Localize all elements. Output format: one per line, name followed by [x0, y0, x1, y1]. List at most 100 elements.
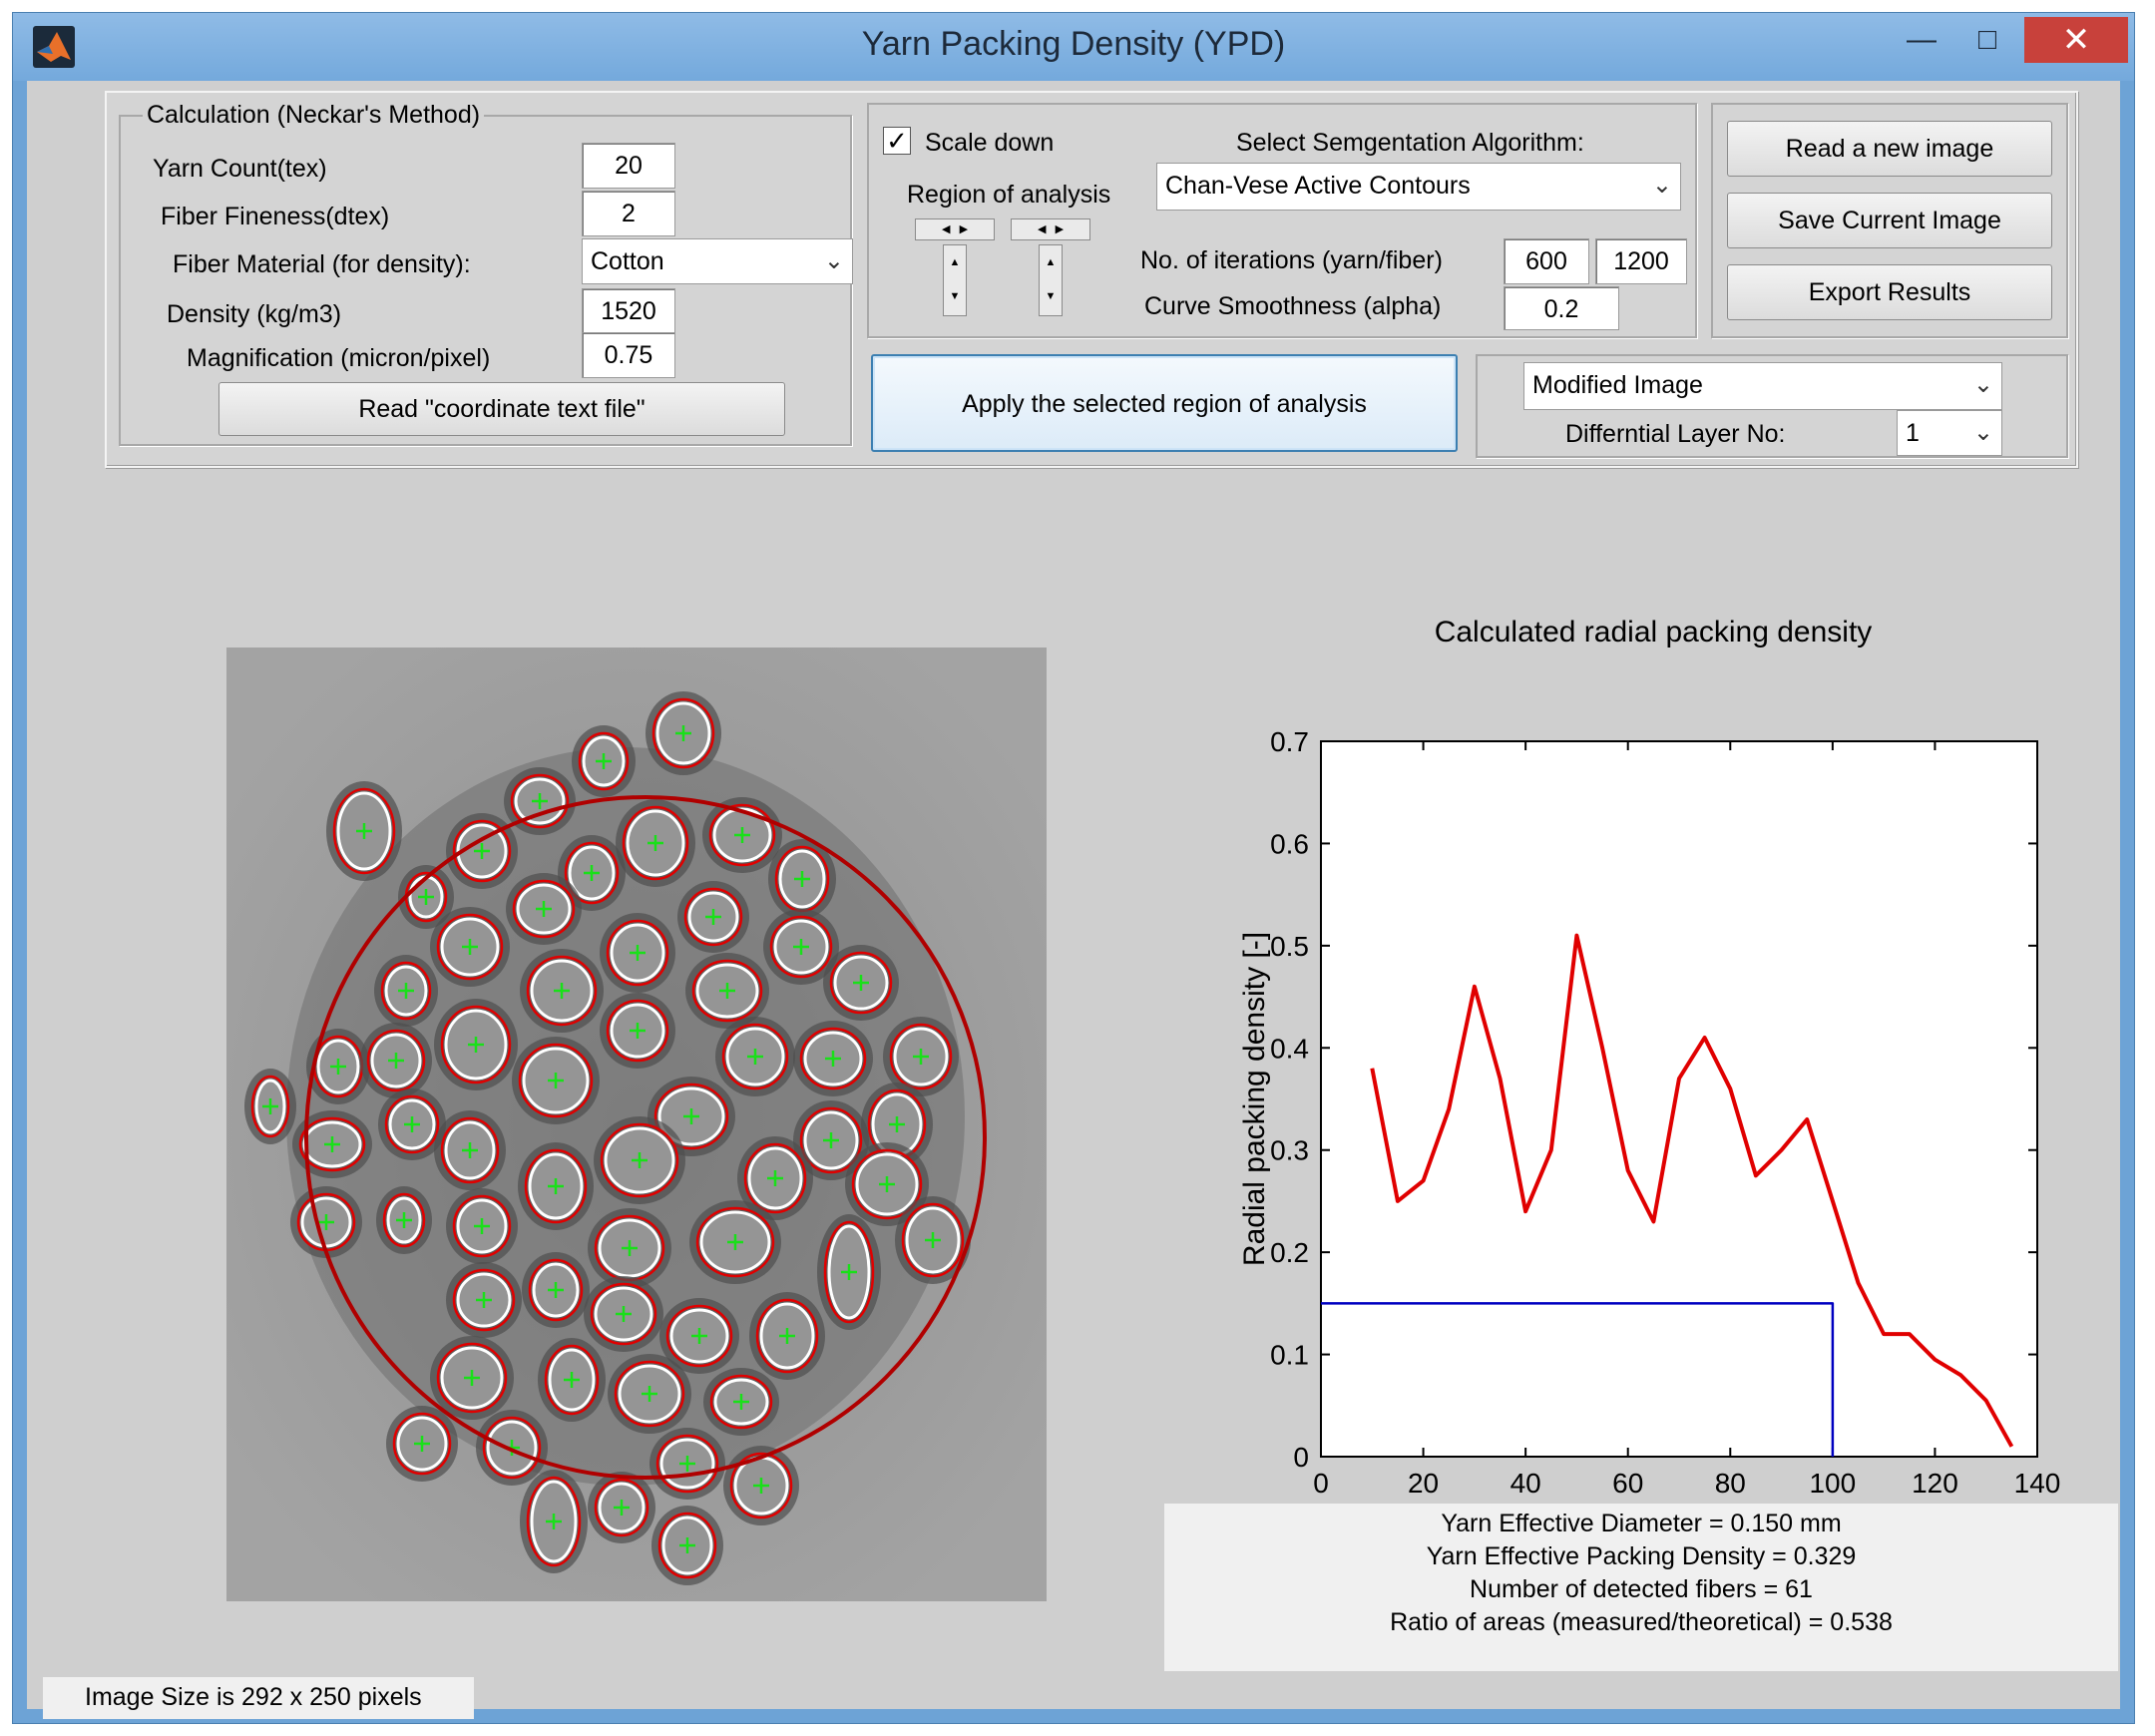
fiber-contour: [594, 1478, 649, 1537]
result-fiber-count: Number of detected fibers = 61: [1470, 1575, 1813, 1603]
smoothness-field[interactable]: 0.2: [1504, 286, 1619, 330]
maximize-button[interactable]: □: [1977, 23, 1997, 56]
y-tick-label: 0: [1293, 1442, 1309, 1473]
fiber-center-marker: [356, 823, 372, 839]
fiber-center-marker: [691, 1328, 707, 1344]
fiber-contour: [452, 819, 512, 883]
fiber-contour: [683, 887, 743, 947]
save-current-image-button[interactable]: Save Current Image: [1727, 193, 2052, 248]
read-coordinate-file-button[interactable]: Read "coordinate text file": [218, 382, 785, 436]
app-window: Yarn Packing Density (YPD) — □ ✕ Calcula…: [12, 12, 2135, 1724]
fiber-center-marker: [596, 753, 612, 769]
chart-plot-area: [1320, 740, 2038, 1458]
fiber-center-marker: [779, 1328, 795, 1344]
read-new-image-button[interactable]: Read a new image: [1727, 121, 2052, 177]
fiber-contour: [851, 1148, 923, 1220]
fiber-contour: [440, 1116, 500, 1184]
fiber-material-select[interactable]: Cotton ⌄: [582, 238, 853, 284]
export-results-button[interactable]: Export Results: [1727, 264, 2052, 320]
fiber-center-marker: [546, 1514, 562, 1529]
fiber-contour: [655, 1434, 719, 1494]
image-size-status: Image Size is 292 x 250 pixels: [43, 1677, 474, 1719]
algorithm-select[interactable]: Chan-Vese Active Contours ⌄: [1156, 163, 1681, 211]
magnification-field[interactable]: 0.75: [582, 332, 675, 378]
yarn-count-label: Yarn Count(tex): [153, 155, 327, 183]
region-vertical-slider-1[interactable]: ▲ ▼: [943, 244, 967, 316]
fiber-center-marker: [630, 945, 646, 961]
control-panel: Calculation (Neckar's Method) Yarn Count…: [105, 91, 2078, 468]
apply-region-button[interactable]: Apply the selected region of analysis: [871, 354, 1458, 452]
density-series-line: [1370, 933, 2014, 1448]
fiber-center-marker: [464, 1370, 480, 1386]
fiber-contour: [889, 1023, 953, 1090]
fiber-contour: [384, 1094, 440, 1154]
result-diameter: Yarn Effective Diameter = 0.150 mm: [1441, 1510, 1842, 1537]
fiber-contour: [600, 1122, 679, 1198]
x-tick-label: 100: [1809, 1468, 1856, 1499]
scale-down-checkbox[interactable]: ✓: [883, 127, 911, 155]
fiber-center-marker: [734, 827, 750, 843]
iterations-yarn-field[interactable]: 600: [1504, 238, 1589, 284]
fiber-center-marker: [398, 983, 414, 999]
fiber-contour: [691, 959, 763, 1023]
iterations-fiber-field[interactable]: 1200: [1595, 238, 1687, 284]
density-field[interactable]: 1520: [582, 288, 675, 334]
yarn-cross-section-image[interactable]: [226, 648, 1047, 1601]
fiber-center-marker: [705, 909, 721, 925]
fiber-center-marker: [683, 1108, 699, 1124]
fiber-contour: [651, 697, 715, 769]
region-of-analysis-label: Region of analysis: [907, 181, 1111, 209]
fiber-contour: [653, 1083, 729, 1150]
layer-select[interactable]: 1 ⌄: [1897, 410, 2002, 456]
x-tick-label: 140: [2014, 1468, 2061, 1499]
fiber-contour: [392, 1412, 452, 1476]
fiber-center-marker: [474, 1218, 490, 1234]
fiber-center-marker: [632, 1152, 647, 1168]
fiber-contour: [366, 1029, 426, 1092]
fiber-center-marker: [476, 1292, 492, 1308]
fiber-center-marker: [794, 871, 810, 887]
minimize-button[interactable]: —: [1907, 23, 1937, 56]
fiber-center-marker: [548, 1282, 564, 1298]
scale-down-label: Scale down: [925, 129, 1055, 157]
x-tick-label: 20: [1408, 1468, 1439, 1499]
algorithm-value: Chan-Vese Active Contours: [1165, 172, 1471, 200]
result-area-ratio: Ratio of areas (measured/theoretical) = …: [1390, 1608, 1893, 1636]
density-label: Density (kg/m3): [167, 300, 342, 328]
fiber-contour: [578, 731, 630, 791]
fiber-contour: [755, 1298, 819, 1374]
chevron-down-icon: ⌄: [1972, 371, 1993, 398]
region-horizontal-slider-2[interactable]: ◀ ▶: [1011, 218, 1090, 240]
fiber-center-marker: [853, 975, 869, 991]
fiber-center-marker: [262, 1098, 278, 1114]
title-bar: Yarn Packing Density (YPD) — □ ✕: [13, 13, 2134, 81]
close-button[interactable]: ✕: [2024, 17, 2128, 63]
fiber-contour: [829, 951, 893, 1015]
region-vertical-slider-2[interactable]: ▲ ▼: [1039, 244, 1063, 316]
region-horizontal-slider-1[interactable]: ◀ ▶: [915, 218, 995, 240]
effective-diameter-line: [1321, 1302, 1835, 1457]
fiber-center-marker: [753, 1478, 769, 1494]
fiber-center-marker: [614, 1500, 630, 1516]
fiber-center-marker: [622, 1240, 638, 1256]
fiber-contour: [695, 1206, 775, 1278]
fiber-center-marker: [462, 1142, 478, 1158]
fiber-contour: [901, 1202, 965, 1278]
fiber-fineness-field[interactable]: 2: [582, 191, 675, 236]
fiber-center-marker: [889, 1116, 905, 1132]
image-mode-select[interactable]: Modified Image ⌄: [1523, 362, 2002, 410]
fiber-center-marker: [318, 1214, 334, 1230]
fiber-center-marker: [793, 939, 809, 955]
fiber-contour: [526, 955, 598, 1027]
figure-area: Calculation (Neckar's Method) Yarn Count…: [27, 81, 2120, 1719]
fiber-center-marker: [733, 1394, 749, 1410]
fiber-material-value: Cotton: [591, 247, 664, 275]
fiber-contour: [382, 1192, 426, 1248]
y-tick-label: 0.3: [1270, 1135, 1309, 1166]
y-axis-label: Radial packing density [-]: [1238, 932, 1271, 1266]
segmentation-group: ✓ Scale down Region of analysis ◀ ▶ ▲ ▼ ◀…: [867, 103, 1697, 338]
fiber-center-marker: [727, 1234, 743, 1250]
fiber-contour: [622, 805, 689, 881]
fiber-segmentation-overlay: [226, 648, 1047, 1601]
yarn-count-field[interactable]: 20: [582, 143, 675, 189]
